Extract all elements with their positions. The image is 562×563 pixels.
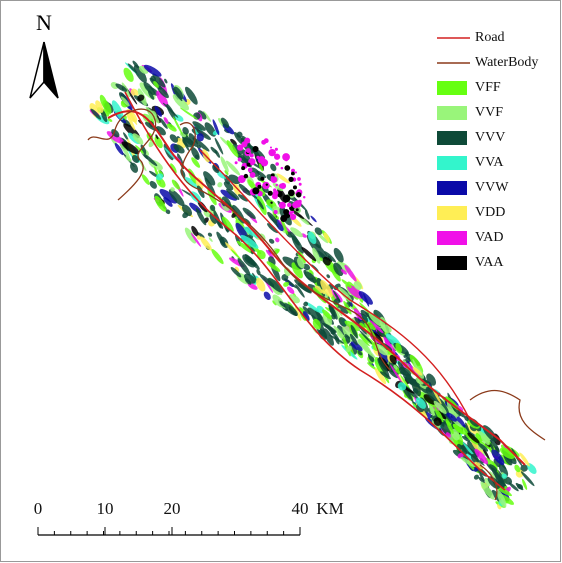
land-patch	[283, 209, 289, 215]
land-patch	[257, 185, 261, 189]
legend-label: WaterBody	[475, 55, 538, 70]
map-figure: N RoadWaterBodyVFFVVFVVVVVAVVWVDDVADVAA …	[0, 0, 562, 563]
legend-swatch	[437, 131, 467, 145]
legend-label: Road	[475, 30, 505, 45]
land-patch	[295, 171, 297, 173]
legend-label: VDD	[475, 205, 505, 220]
legend-label: VVF	[475, 105, 503, 120]
legend-swatch	[437, 181, 467, 195]
scale-label: 20	[164, 499, 181, 518]
land-patch	[298, 200, 301, 203]
land-patch	[275, 162, 279, 166]
legend-swatch	[437, 206, 467, 220]
land-patch	[288, 189, 295, 196]
legend-swatch	[437, 156, 467, 170]
north-label: N	[36, 10, 52, 35]
land-patch	[244, 174, 249, 179]
land-patch	[279, 202, 286, 209]
land-patch	[287, 203, 292, 208]
scale-label: 40	[292, 499, 309, 518]
land-patch	[297, 177, 301, 181]
land-patch	[296, 208, 299, 211]
land-patch	[293, 185, 297, 189]
land-patch	[248, 168, 253, 173]
legend-swatch	[437, 256, 467, 270]
land-patch	[270, 147, 272, 149]
land-patch	[247, 163, 251, 167]
land-patch	[272, 193, 278, 199]
land-patch	[250, 153, 254, 157]
land-patch	[279, 184, 284, 189]
land-patch	[274, 210, 278, 214]
land-patch	[260, 177, 264, 181]
land-patch	[261, 159, 268, 166]
land-patch	[238, 157, 242, 161]
legend-swatch	[437, 231, 467, 245]
land-patch	[235, 161, 238, 164]
land-patch	[292, 202, 299, 209]
land-patch	[266, 183, 268, 185]
legend-label: VFF	[475, 80, 501, 95]
land-patch	[289, 211, 293, 215]
land-patch	[252, 146, 258, 152]
legend-label: VAD	[475, 230, 504, 245]
legend-label: VVW	[475, 180, 509, 195]
land-patch	[299, 183, 302, 186]
page: {"north_arrow": {"label": "N"}, "legend"…	[0, 0, 562, 563]
legend-swatch	[437, 81, 467, 95]
land-patch	[264, 138, 269, 143]
land-patch	[270, 202, 272, 204]
land-patch	[268, 191, 273, 196]
land-patch	[271, 176, 278, 183]
land-patch	[241, 166, 245, 170]
land-patch	[250, 172, 256, 178]
land-patch	[296, 192, 301, 197]
land-patch	[246, 148, 251, 153]
land-patch	[241, 141, 247, 147]
legend-label: VVV	[475, 130, 505, 145]
land-patch	[276, 156, 278, 158]
land-patch	[273, 188, 276, 191]
land-patch	[281, 167, 284, 170]
land-patch	[303, 196, 305, 198]
land-patch	[288, 177, 293, 182]
land-patch	[275, 148, 278, 151]
land-patch	[284, 165, 290, 171]
land-patch	[276, 184, 278, 186]
scale-unit: KM	[316, 499, 343, 518]
land-patch	[283, 153, 287, 157]
land-patch	[283, 195, 291, 203]
legend-label: VAA	[475, 255, 504, 270]
scale-label: 0	[34, 499, 43, 518]
land-patch	[283, 216, 286, 219]
scale-label: 10	[97, 499, 114, 518]
land-patch	[291, 172, 295, 176]
land-patch	[270, 149, 276, 155]
legend-label: VVA	[475, 155, 504, 170]
legend-swatch	[437, 106, 467, 120]
